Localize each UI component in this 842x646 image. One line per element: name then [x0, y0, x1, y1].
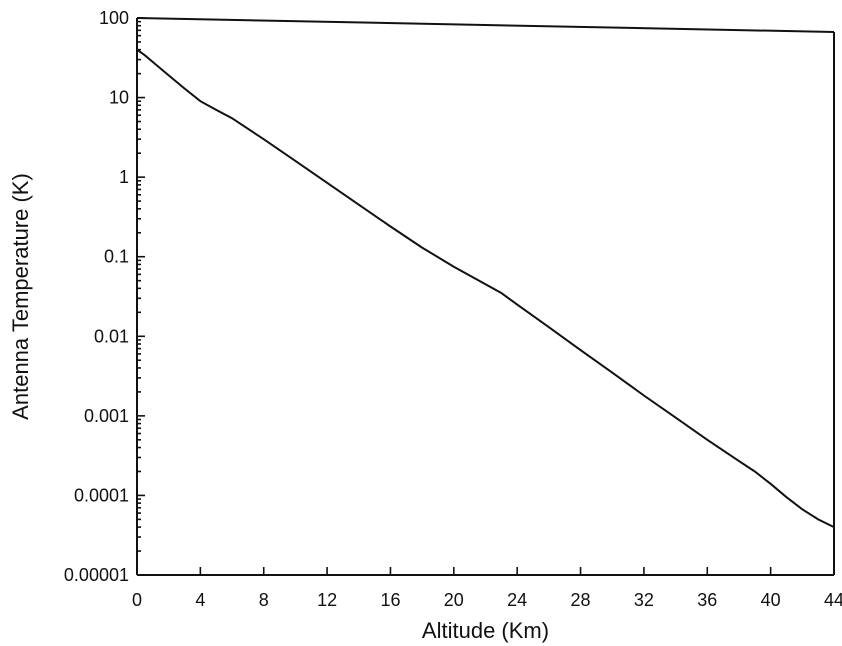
- x-tick-label: 8: [259, 590, 269, 610]
- y-tick-label: 0.01: [94, 326, 129, 346]
- x-axis-title: Altitude (Km): [422, 618, 549, 643]
- x-axis-ticks: 0 4 8 12 16 20 24 28 32 36 40 44: [132, 567, 842, 610]
- y-tick-label: 0.00001: [64, 565, 129, 585]
- x-tick-label: 20: [444, 590, 464, 610]
- y-axis-title: Antenna Temperature (K): [8, 173, 33, 420]
- plot-frame: [136, 17, 835, 576]
- x-tick-label: 36: [697, 590, 717, 610]
- series-layer: [136, 48, 835, 528]
- y-tick-label: 1: [119, 167, 129, 187]
- y-tick-label: 0.001: [84, 406, 129, 426]
- x-tick-label: 32: [634, 590, 654, 610]
- x-tick-label: 16: [380, 590, 400, 610]
- x-tick-label: 28: [571, 590, 591, 610]
- x-tick-label: 0: [132, 590, 142, 610]
- plot-frame-top: [136, 17, 835, 33]
- x-tick-label: 4: [195, 590, 205, 610]
- x-tick-label: 44: [824, 590, 842, 610]
- y-axis-ticks: 0.00001 0.0001 0.001 0.01 0.1 1 10 100: [64, 8, 145, 585]
- x-tick-label: 24: [507, 590, 527, 610]
- x-tick-label: 40: [761, 590, 781, 610]
- y-tick-label: 0.1: [104, 247, 129, 267]
- y-tick-label: 100: [99, 8, 129, 28]
- series-line-1: [136, 48, 835, 528]
- y-tick-label: 0.0001: [74, 485, 129, 505]
- y-tick-label: 10: [109, 88, 129, 108]
- x-tick-label: 12: [317, 590, 337, 610]
